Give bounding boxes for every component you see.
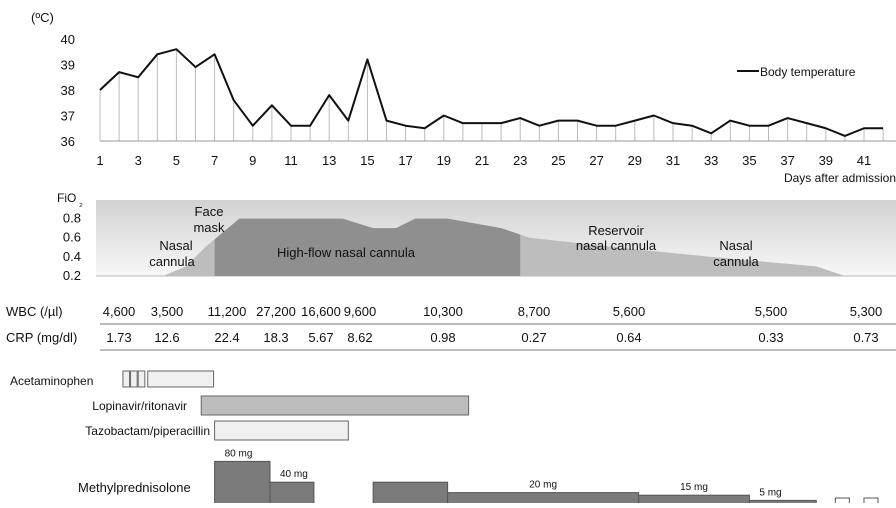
- lab-value-cell: 0.33: [758, 330, 783, 345]
- lab-value-cell: 0.27: [521, 330, 546, 345]
- day-tick-label: 21: [475, 153, 489, 168]
- lab-value-cell: 8.62: [347, 330, 372, 345]
- lab-value-cell: 10,300: [423, 304, 463, 319]
- drug-label-lopinavir: Lopinavir/ritonavir: [92, 399, 187, 413]
- lab-value-cell: 16,600: [301, 304, 341, 319]
- temp-tick-label: 40: [61, 32, 75, 47]
- day-tick-label: 29: [628, 153, 642, 168]
- lab-value-cell: 11,200: [208, 304, 247, 319]
- day-tick-label: 41: [857, 153, 871, 168]
- lab-value-cell: 8,700: [518, 304, 551, 319]
- temperature-series-line: [99, 48, 884, 137]
- day-tick-label: 5: [173, 153, 180, 168]
- lab-value-cell: 18.3: [263, 330, 288, 345]
- acetaminophen-bar: [130, 370, 138, 388]
- fio2-axis-label-sub: ₂: [79, 198, 83, 209]
- dose-label: 5 mg: [759, 487, 781, 498]
- x-axis-title: Days after admission: [784, 171, 896, 185]
- day-tick-label: 7: [211, 153, 218, 168]
- lab-row-label: CRP (mg/dl): [6, 330, 77, 345]
- methylprednisolone-dose-bar: [269, 481, 315, 506]
- phase-label-nasal-1a: Nasal: [159, 238, 192, 253]
- dose-label: 15 mg: [680, 482, 708, 493]
- lab-value-cell: 4,600: [103, 304, 136, 319]
- lab-value-cell: 0.64: [616, 330, 641, 345]
- drug-label-tazobactam: Tazobactam/piperacillin: [85, 424, 210, 438]
- phase-label-reservoir-b: nasal cannula: [576, 238, 657, 253]
- day-tick-label: 23: [513, 153, 527, 168]
- day-tick-label: 9: [249, 153, 256, 168]
- lab-value-cell: 5.67: [308, 330, 333, 345]
- dose-label: 20 mg: [529, 480, 557, 491]
- lab-value-cell: 12.6: [154, 330, 179, 345]
- dose-label: 80 mg: [225, 448, 253, 459]
- fio2-tick-label: 0.4: [63, 249, 81, 264]
- temp-tick-label: 39: [61, 58, 75, 73]
- lab-value-cell: 0.73: [853, 330, 878, 345]
- day-tick-label: 25: [551, 153, 565, 168]
- day-tick-label: 39: [819, 153, 833, 168]
- day-tick-label: 27: [589, 153, 603, 168]
- fio2-tick-label: 0.8: [63, 211, 81, 226]
- phase-label-nasal-2b: cannula: [713, 254, 759, 269]
- day-tick-label: 31: [666, 153, 680, 168]
- acetaminophen-bar: [137, 370, 146, 388]
- tazobactam-bar: [214, 420, 349, 441]
- phase-label-nasal-2a: Nasal: [719, 238, 752, 253]
- methylprednisolone-dose-bar: [372, 481, 449, 506]
- day-tick-label: 15: [360, 153, 374, 168]
- day-tick-label: 11: [284, 153, 298, 168]
- acetaminophen-bar: [122, 370, 131, 388]
- temp-tick-label: 38: [61, 83, 75, 98]
- day-tick-label: 37: [780, 153, 794, 168]
- methylprednisolone-dose-bar: [214, 460, 271, 506]
- fio2-tick-label: 0.6: [63, 230, 81, 245]
- methylprednisolone-dose-bar: [447, 492, 640, 506]
- phase-label-face-b: mask: [193, 220, 225, 235]
- lab-value-cell: 22.4: [214, 330, 239, 345]
- lab-value-cell: 0.98: [430, 330, 455, 345]
- day-tick-label: 17: [398, 153, 412, 168]
- lab-value-cell: 27,200: [256, 304, 296, 319]
- temp-tick-label: 37: [61, 109, 75, 124]
- drug-label-acetaminophen: Acetaminophen: [10, 374, 93, 388]
- taper-tail-mark: [834, 497, 850, 506]
- taper-tail-mark: [863, 497, 879, 506]
- phase-label-highflow: High-flow nasal cannula: [277, 245, 416, 260]
- temp-tick-label: 36: [61, 134, 75, 149]
- lab-value-cell: 3,500: [151, 304, 184, 319]
- phase-label-face-a: Face: [195, 204, 224, 219]
- day-tick-label: 35: [742, 153, 756, 168]
- lopinavir-bar: [200, 395, 470, 416]
- lab-value-cell: 5,500: [755, 304, 788, 319]
- lab-value-cell: 1.73: [106, 330, 131, 345]
- temperature-axis-unit: (ºC): [31, 10, 54, 25]
- day-tick-label: 33: [704, 153, 718, 168]
- dose-label: 40 mg: [280, 469, 308, 480]
- fio2-tick-label: 0.2: [63, 268, 81, 283]
- fio2-axis-label-main: FiO: [57, 191, 76, 205]
- day-tick-label: 1: [96, 153, 103, 168]
- phase-label-nasal-1b: cannula: [149, 254, 195, 269]
- lab-value-cell: 9,600: [344, 304, 377, 319]
- lab-row-label: WBC (/µl): [6, 304, 63, 319]
- lab-value-cell: 5,600: [613, 304, 646, 319]
- phase-label-reservoir-a: Reservoir: [588, 223, 644, 238]
- day-tick-label: 19: [437, 153, 451, 168]
- methylprednisolone-dose-bar: [638, 494, 750, 506]
- day-tick-label: 13: [322, 153, 336, 168]
- drug-label-methylprednisolone: Methylprednisolone: [78, 480, 191, 495]
- day-tick-label: 3: [135, 153, 142, 168]
- lab-value-cell: 5,300: [850, 304, 883, 319]
- acetaminophen-bar: [147, 370, 215, 388]
- legend-label: Body temperature: [760, 65, 856, 79]
- fio2-highflow-area: [214, 218, 521, 276]
